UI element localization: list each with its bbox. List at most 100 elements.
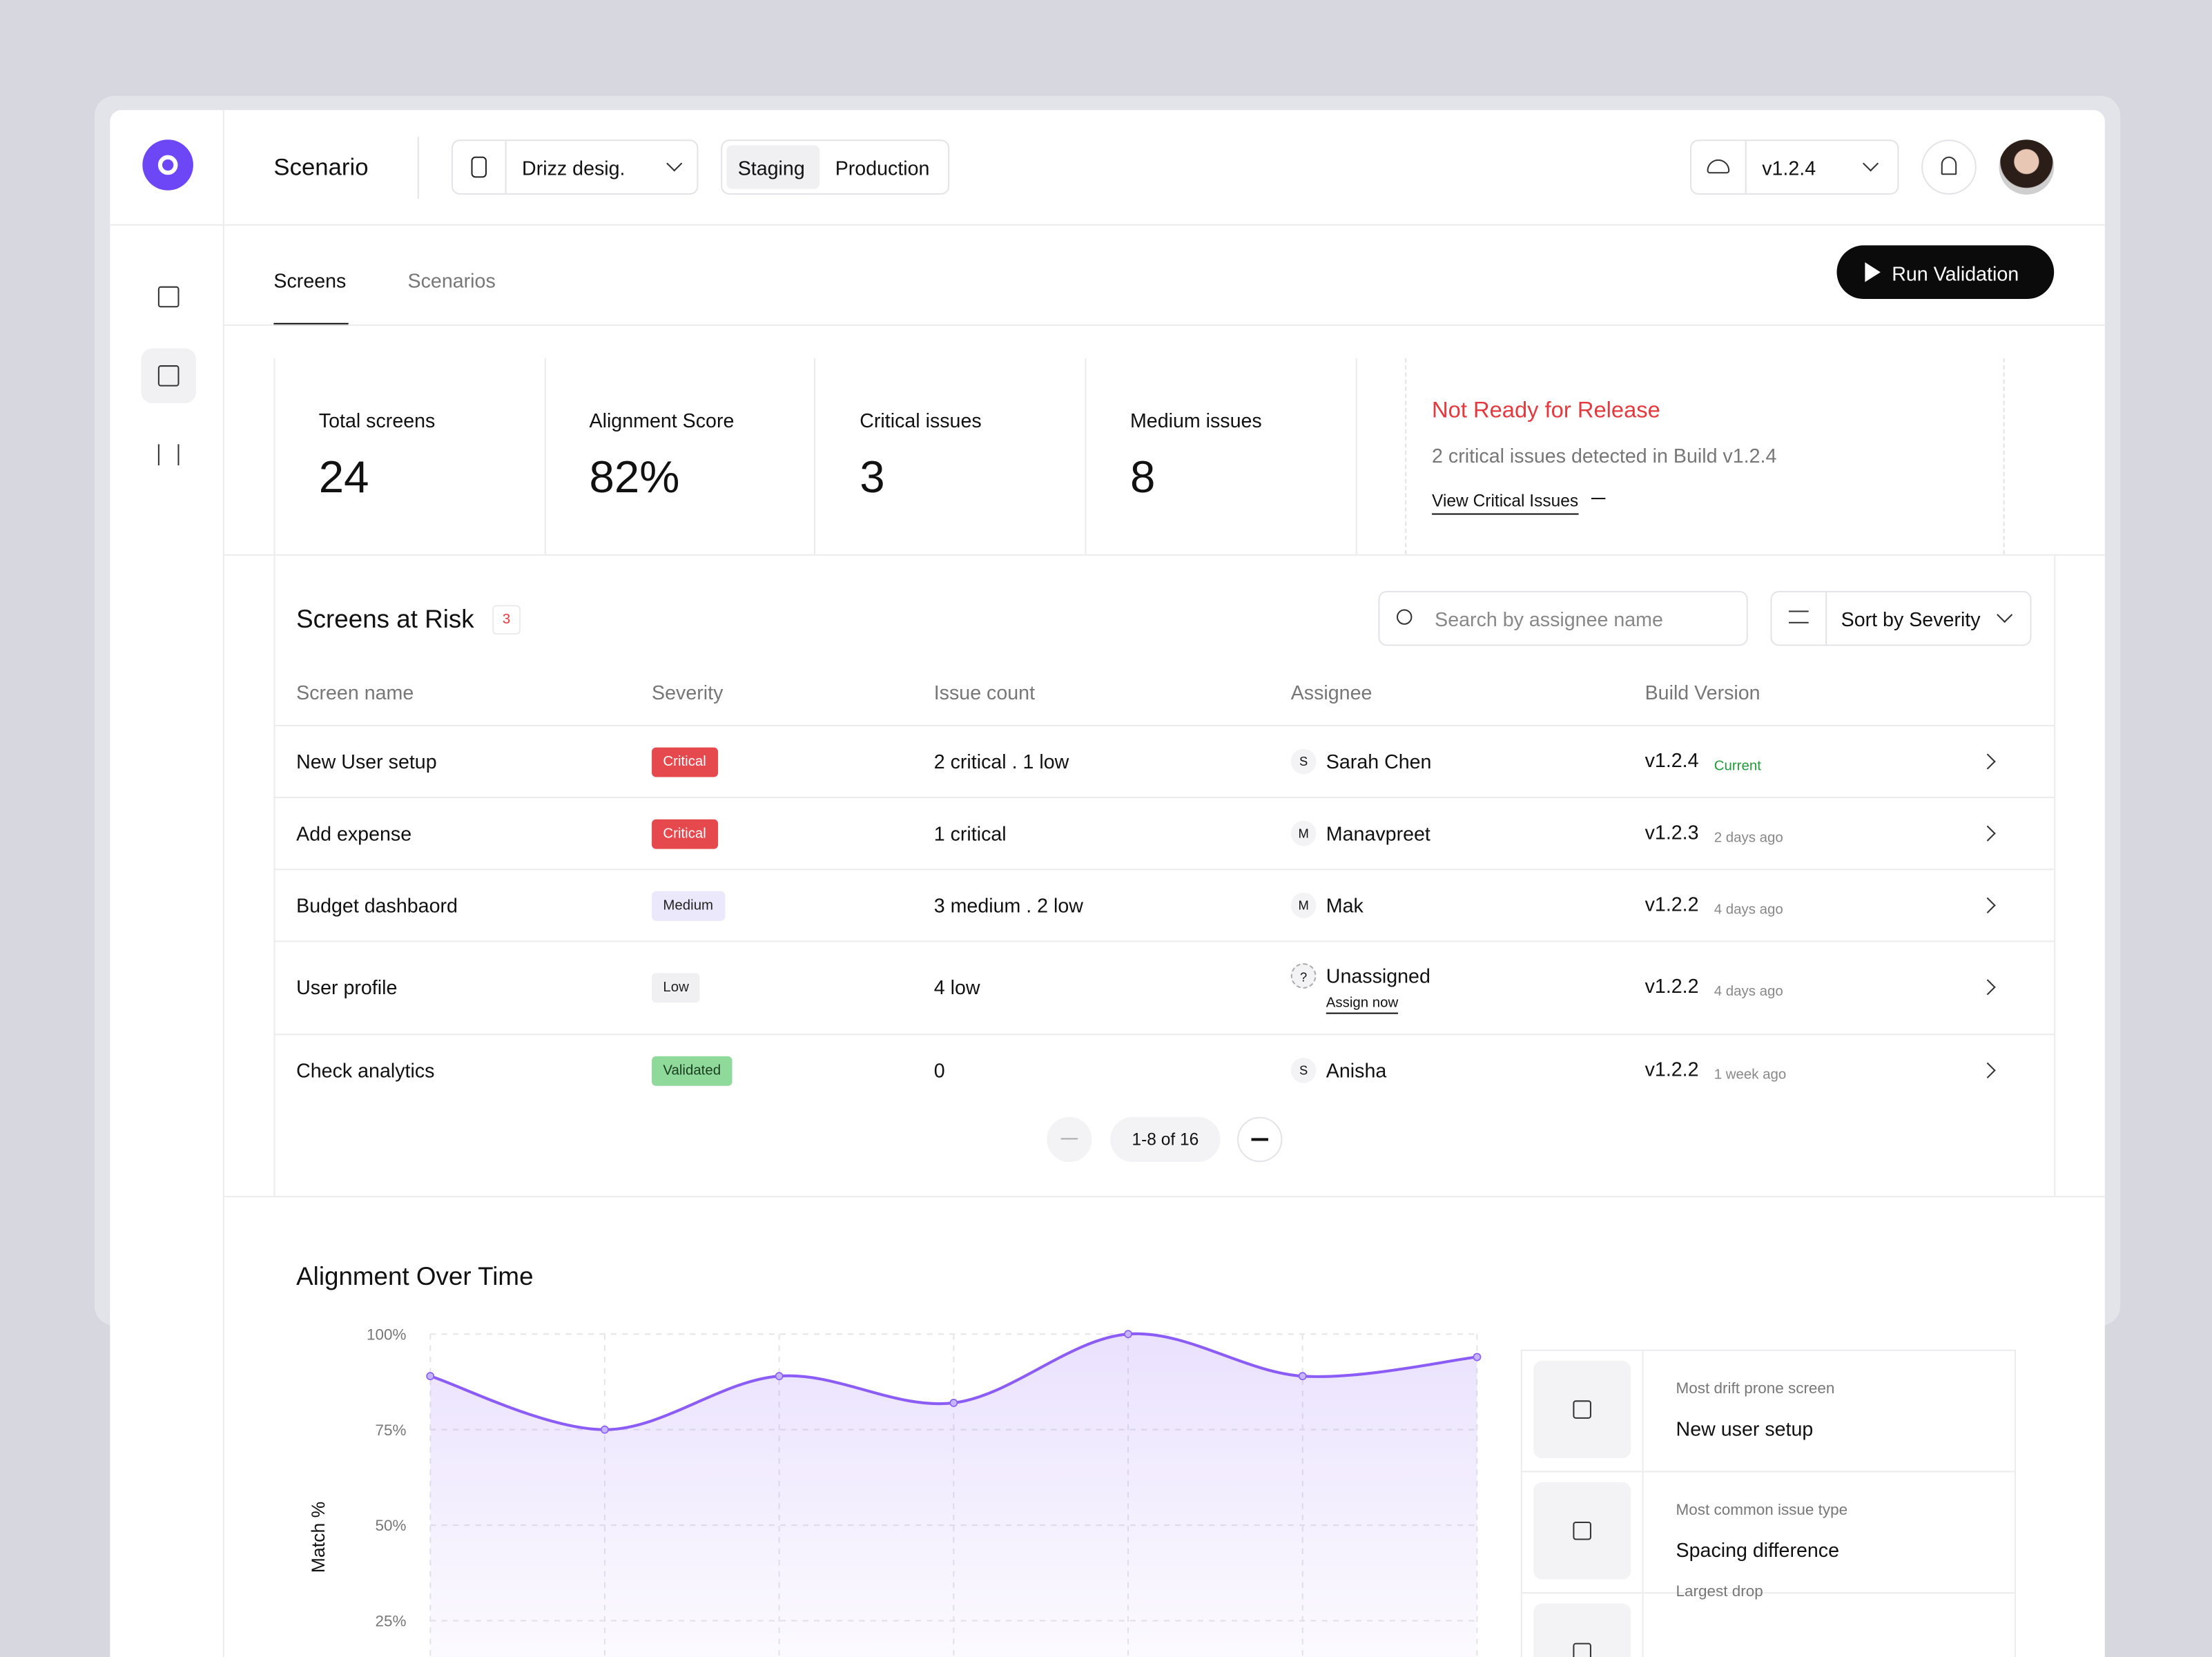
project-select[interactable] — [451, 139, 699, 195]
play-icon — [1865, 262, 1881, 282]
column-header: Build Version — [1645, 681, 1760, 704]
build: v1.2.4 — [1645, 748, 1699, 772]
stat-value: 82% — [589, 451, 680, 503]
next-page[interactable] — [1237, 1116, 1283, 1163]
insight-line — [1520, 1592, 2017, 1594]
run-label: Run Validation — [1892, 262, 2019, 285]
issue-count: 1 critical — [933, 822, 1007, 845]
y-tick-label: 50% — [376, 1517, 407, 1534]
tab[interactable]: Screens — [273, 269, 347, 292]
insight-div — [1642, 1471, 1644, 1593]
env-option[interactable]: Production — [835, 156, 930, 180]
insight-value: Spacing difference — [1676, 1538, 1840, 1562]
assignee: Manavpreet — [1326, 822, 1430, 845]
chart-title: Alignment Over Time — [296, 1262, 534, 1290]
section-left — [273, 554, 275, 1196]
insight-label: Most drift prone screen — [1676, 1380, 1835, 1398]
severity-badge: Critical — [652, 747, 718, 777]
point — [601, 1425, 609, 1434]
version-select[interactable] — [1689, 139, 1899, 195]
search[interactable] — [1378, 590, 1748, 646]
risk-count: 3 — [492, 605, 521, 635]
severity-badge: Low — [652, 973, 701, 1003]
screen-name: Budget dashbaord — [296, 894, 458, 917]
sort[interactable] — [1770, 590, 2032, 646]
bell[interactable] — [1921, 139, 1977, 195]
tabs-border — [222, 324, 2105, 326]
insight-line — [1520, 1471, 2017, 1473]
assign-link[interactable]: Assign now — [1326, 996, 1399, 1014]
assignee: Sarah Chen — [1326, 750, 1432, 773]
point — [1473, 1353, 1482, 1362]
assignee: Unassigned — [1326, 965, 1430, 987]
insight-label: Largest drop — [1676, 1583, 1763, 1601]
nav-icon[interactable] — [157, 286, 180, 308]
release-title: Not Ready for Release — [1432, 399, 1660, 423]
section-top — [222, 554, 2105, 556]
version: v1.2.4 — [1762, 156, 1816, 180]
build: v1.2.3 — [1645, 820, 1699, 844]
nav-icon[interactable] — [157, 365, 180, 387]
build: v1.2.2 — [1645, 892, 1699, 915]
column-header: Severity — [652, 681, 724, 704]
row-line — [273, 724, 2055, 726]
section-bottom — [222, 1196, 2105, 1198]
area — [430, 1333, 1477, 1657]
search-icon — [1396, 609, 1413, 625]
severity-badge: Critical — [652, 819, 718, 849]
severity-badge: Medium — [652, 891, 725, 921]
avatar[interactable] — [1999, 139, 2055, 195]
stat-label: Critical issues — [860, 409, 982, 432]
stat-value: 24 — [318, 451, 369, 503]
assignee: Anisha — [1326, 1058, 1387, 1082]
insight-div — [1642, 1349, 1644, 1471]
issue-count: 2 critical . 1 low — [933, 750, 1069, 773]
severity-badge: Validated — [652, 1056, 733, 1086]
insight-icon-bg — [1533, 1361, 1631, 1459]
release-box — [1405, 358, 2005, 554]
stat-value: 3 — [860, 451, 885, 503]
insights-box — [1520, 1349, 2017, 1657]
topbar-border — [110, 224, 2105, 226]
insight-icon — [1573, 1643, 1591, 1657]
screen-name: Check analytics — [296, 1058, 435, 1082]
arrow — [1591, 498, 1606, 500]
insight-icon — [1573, 1400, 1591, 1419]
column-header: Screen name — [296, 681, 414, 704]
point — [949, 1399, 958, 1407]
env-active — [726, 145, 820, 189]
issue-count: 0 — [933, 1058, 945, 1082]
assignee-initial: S — [1290, 1057, 1317, 1083]
stats-right — [1355, 358, 1357, 554]
assignee-initial: ? — [1290, 963, 1317, 989]
stat-divider — [1085, 358, 1087, 554]
insight-icon-bg — [1533, 1482, 1631, 1580]
release-link[interactable]: View Critical Issues — [1432, 492, 1579, 515]
stat-value: 8 — [1129, 451, 1156, 503]
insight-icon — [1573, 1521, 1591, 1540]
stat-divider — [544, 358, 546, 554]
screen-name: Add expense — [296, 822, 412, 845]
stats-box — [273, 358, 1355, 554]
env-option[interactable]: Staging — [737, 156, 805, 180]
y-tick-label: 25% — [376, 1613, 407, 1630]
screen-name: User profile — [296, 976, 398, 999]
nav-icon[interactable] — [157, 444, 180, 466]
sort-label: Sort by Severity — [1841, 608, 1981, 631]
point — [1298, 1372, 1307, 1381]
brand: Scenario — [273, 153, 369, 181]
tab[interactable]: Scenarios — [407, 269, 496, 292]
version-div — [1745, 141, 1747, 193]
bell-icon — [1941, 156, 1957, 175]
stat-label: Total screens — [318, 409, 436, 432]
stat-label: Medium issues — [1129, 409, 1262, 432]
assignee-initial: M — [1290, 820, 1317, 846]
stat-label: Alignment Score — [589, 409, 735, 432]
arrow — [1251, 1138, 1269, 1141]
assignee-initial: M — [1290, 892, 1317, 918]
release-detail: 2 critical issues detected in Build v1.2… — [1432, 444, 1777, 467]
assignee: Mak — [1326, 894, 1364, 917]
